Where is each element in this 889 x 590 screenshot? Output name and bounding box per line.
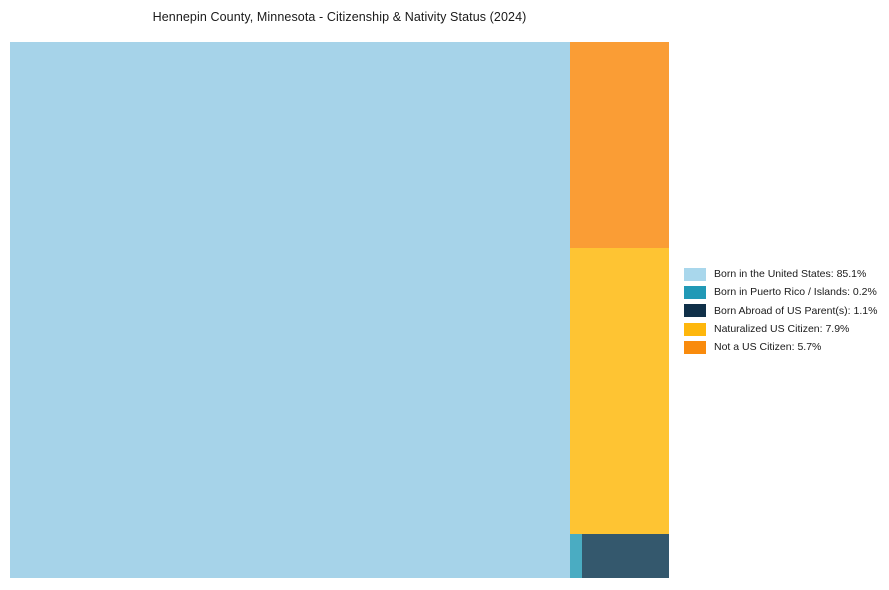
treemap-cell-naturalized-us-citizen[interactable]	[570, 248, 669, 534]
legend-label: Born in the United States: 85.1%	[714, 268, 867, 281]
legend-label: Born in Puerto Rico / Islands: 0.2%	[714, 286, 877, 299]
legend-label: Naturalized US Citizen: 7.9%	[714, 323, 850, 336]
legend-item[interactable]: Not a US Citizen: 5.7%	[684, 338, 884, 356]
treemap-cell-born-abroad-of-us-parents[interactable]	[582, 534, 669, 578]
legend-swatch	[684, 340, 706, 354]
treemap-plot	[10, 42, 669, 578]
legend: Born in the United States: 85.1% Born in …	[684, 265, 884, 356]
legend-swatch	[684, 267, 706, 281]
legend-item[interactable]: Naturalized US Citizen: 7.9%	[684, 320, 884, 338]
treemap-cell-not-a-us-citizen[interactable]	[570, 42, 669, 248]
legend-label: Born Abroad of US Parent(s): 1.1%	[714, 304, 878, 317]
legend-swatch	[684, 285, 706, 299]
chart-title: Hennepin County, Minnesota - Citizenship…	[152, 10, 527, 24]
legend-item[interactable]: Born Abroad of US Parent(s): 1.1%	[684, 302, 884, 320]
legend-swatch	[684, 304, 706, 318]
treemap-cell-born-in-the-united-states[interactable]	[10, 42, 570, 578]
treemap-cell-born-in-puerto-rico-islands[interactable]	[570, 534, 582, 578]
legend-swatch	[684, 322, 706, 336]
legend-item[interactable]: Born in the United States: 85.1%	[684, 265, 884, 283]
legend-item[interactable]: Born in Puerto Rico / Islands: 0.2%	[684, 283, 884, 301]
legend-label: Not a US Citizen: 5.7%	[714, 341, 822, 354]
